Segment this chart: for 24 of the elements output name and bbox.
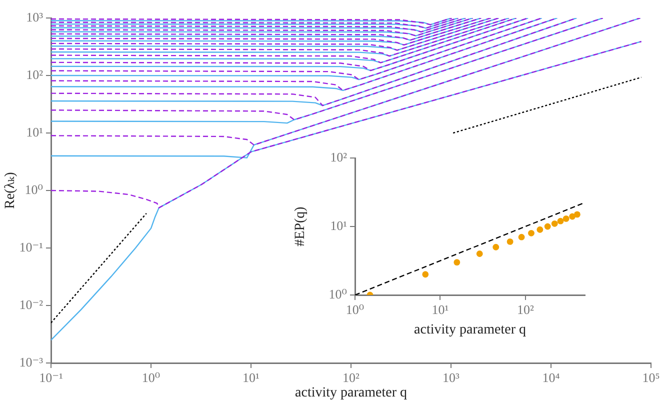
y-tick-label: 10⁻³ [19, 354, 44, 370]
y-tick-label: 10² [330, 149, 348, 164]
x-tick-label: 10⁻¹ [39, 370, 63, 386]
x-tick-label: 10⁴ [542, 370, 560, 386]
x-tick-label: 10⁵ [642, 370, 660, 386]
y-tick-label: 10⁰ [24, 182, 43, 197]
x-axis-title: activity parameter q [414, 322, 526, 338]
x-tick-label: 10⁰ [142, 370, 160, 386]
y-tick-label: 10⁰ [328, 286, 347, 302]
x-tick-label: 10¹ [242, 370, 260, 386]
x-tick-label: 10² [342, 370, 360, 386]
y-tick-label: 10⁻² [19, 296, 44, 312]
y-tick-label: 10¹ [330, 218, 348, 233]
y-tick-label: 10³ [26, 9, 44, 24]
x-axis-title: activity parameter q [295, 385, 407, 400]
y-axis-title: #EP(q) [293, 206, 308, 246]
x-tick-label: 10² [516, 302, 534, 318]
x-tick-label: 10¹ [432, 302, 449, 318]
y-axis-title: Re(λₖ) [3, 172, 18, 209]
y-tick-label: 10² [26, 66, 44, 82]
y-tick-label: 10⁻¹ [19, 239, 44, 254]
y-tick-label: 10¹ [26, 124, 44, 140]
x-tick-label: 10⁰ [346, 302, 364, 318]
x-tick-label: 10³ [442, 370, 460, 386]
